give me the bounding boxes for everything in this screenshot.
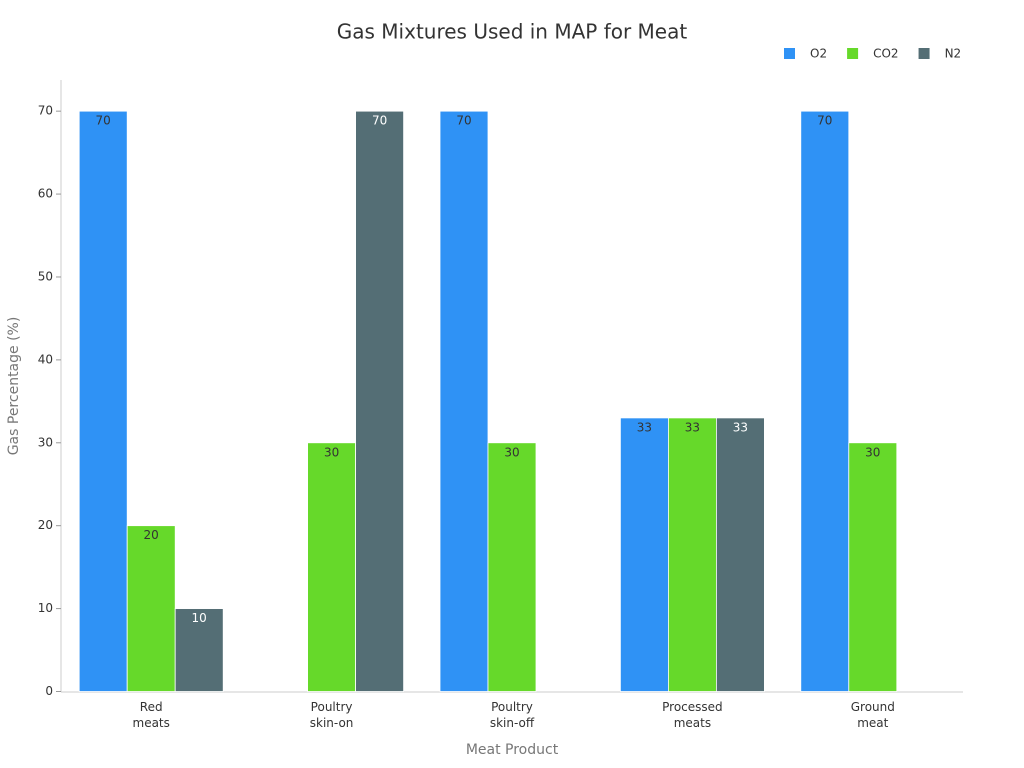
legend-swatch bbox=[784, 48, 795, 59]
legend-label: CO2 bbox=[873, 47, 898, 61]
x-tick-label: Poultry skin-on bbox=[310, 700, 354, 730]
x-tick-label: Ground meat bbox=[851, 700, 895, 730]
y-axis-label: Gas Percentage (%) bbox=[6, 317, 22, 456]
bar bbox=[716, 417, 765, 692]
y-tick-label: 70 bbox=[38, 104, 53, 118]
y-tick-label: 50 bbox=[38, 269, 53, 283]
data-label: 33 bbox=[685, 420, 700, 434]
bar bbox=[439, 110, 489, 692]
bar bbox=[668, 417, 717, 692]
legend-swatch bbox=[918, 48, 930, 59]
data-label: 10 bbox=[192, 611, 207, 625]
y-tick-label: 40 bbox=[38, 352, 53, 366]
y-tick-label: 20 bbox=[38, 518, 53, 532]
bar bbox=[126, 525, 176, 692]
data-label: 30 bbox=[504, 445, 519, 459]
x-axis-label: Meat Product bbox=[466, 742, 559, 758]
data-label: 70 bbox=[456, 114, 471, 128]
y-tick-label: 30 bbox=[38, 435, 53, 449]
y-tick-label: 60 bbox=[38, 187, 53, 201]
data-label: 30 bbox=[865, 445, 880, 459]
data-label: 33 bbox=[733, 420, 748, 434]
bar bbox=[307, 442, 357, 692]
legend-label: N2 bbox=[945, 47, 962, 61]
bar bbox=[487, 442, 537, 692]
bar bbox=[848, 442, 898, 692]
bar bbox=[620, 417, 669, 692]
data-label: 33 bbox=[637, 420, 652, 434]
data-label: 70 bbox=[817, 114, 832, 128]
bar bbox=[174, 608, 224, 692]
x-tick-label: Processed meats bbox=[662, 700, 723, 730]
x-tick-label: Red meats bbox=[133, 700, 170, 730]
bar bbox=[78, 110, 128, 692]
data-label: 70 bbox=[96, 114, 111, 128]
legend-label: O2 bbox=[810, 47, 827, 61]
data-label: 20 bbox=[144, 528, 159, 542]
bar bbox=[800, 110, 850, 692]
legend-swatch bbox=[847, 48, 859, 59]
y-tick-label: 0 bbox=[45, 684, 53, 698]
data-label: 70 bbox=[372, 114, 387, 128]
data-label: 30 bbox=[324, 445, 339, 459]
y-tick-label: 10 bbox=[38, 601, 53, 615]
chart-title: Gas Mixtures Used in MAP for Meat bbox=[337, 20, 688, 44]
bar bbox=[355, 110, 405, 692]
x-tick-label: Poultry skin-off bbox=[490, 700, 535, 730]
